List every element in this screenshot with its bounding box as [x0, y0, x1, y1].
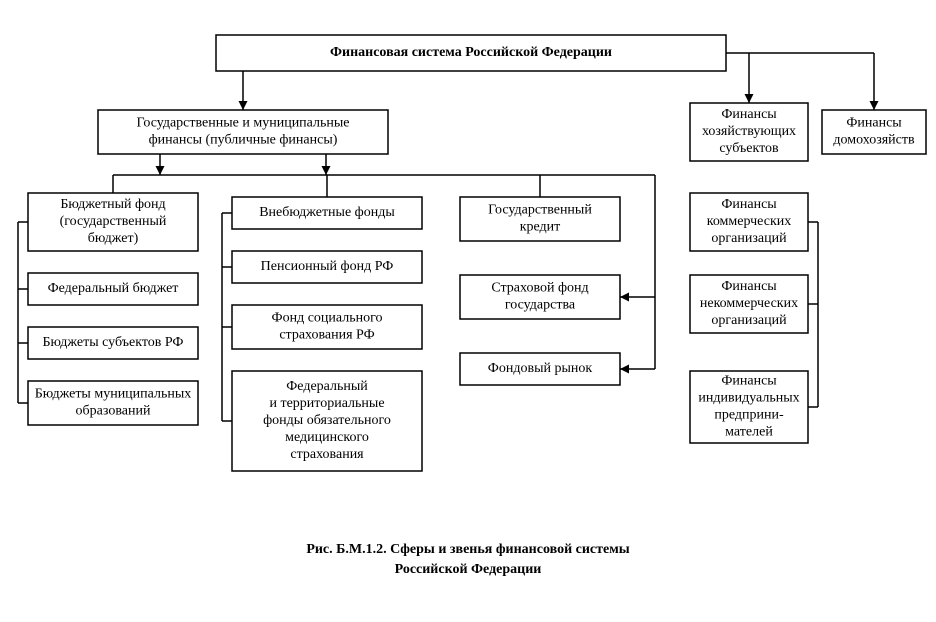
node-subj: Финансы хозяйствующих субъектов [690, 103, 808, 161]
node-house: Финансы домохозяйств [822, 110, 926, 154]
node-fed: Федеральный бюджет [28, 273, 198, 305]
svg-text:Бюджеты субъектов РФ: Бюджеты субъектов РФ [43, 335, 184, 350]
svg-text:индивидуальных: индивидуальных [698, 391, 799, 406]
svg-text:мателей: мателей [725, 425, 773, 440]
svg-text:страхования РФ: страхования РФ [279, 328, 374, 343]
svg-text:финансы (публичные финансы): финансы (публичные финансы) [149, 133, 338, 148]
svg-text:Федеральный: Федеральный [286, 379, 368, 394]
node-med: Федеральный и территориальные фонды обязат… [232, 371, 422, 471]
node-market: Фондовый рынок [460, 353, 620, 385]
node-pension: Пенсионный фонд РФ [232, 251, 422, 283]
svg-text:Финансы: Финансы [721, 279, 777, 294]
svg-text:Бюджетный фонд: Бюджетный фонд [60, 197, 165, 212]
svg-text:страхования: страхования [290, 447, 364, 462]
svg-text:коммерческих: коммерческих [707, 214, 792, 229]
svg-text:медицинского: медицинского [285, 430, 369, 445]
svg-text:(государственный: (государственный [60, 214, 167, 229]
svg-text:организаций: организаций [711, 231, 787, 246]
svg-text:Финансовая система Российской: Финансовая система Российской Федерации [330, 45, 612, 60]
svg-text:Российской Федерации: Российской Федерации [395, 562, 542, 577]
caption: Рис. Б.М.1.2. Сферы и звенья финансовой … [306, 542, 629, 577]
svg-text:Пенсионный фонд РФ: Пенсионный фонд РФ [261, 259, 394, 274]
node-extra: Внебюджетные фонды [232, 197, 422, 229]
svg-text:Рис. Б.М.1.2. Сферы и звенья ф: Рис. Б.М.1.2. Сферы и звенья финансовой … [306, 542, 629, 557]
svg-text:организаций: организаций [711, 313, 787, 328]
node-gov: Государственные и муниципальные финансы (… [98, 110, 388, 154]
svg-text:государства: государства [505, 298, 576, 313]
node-credit: Государственный кредит [460, 197, 620, 241]
svg-text:Страховой фонд: Страховой фонд [491, 281, 588, 296]
svg-text:некоммерческих: некоммерческих [700, 296, 798, 311]
svg-text:Финансы: Финансы [721, 107, 777, 122]
svg-text:субъектов: субъектов [719, 141, 779, 156]
svg-text:кредит: кредит [520, 220, 561, 235]
svg-text:Финансы: Финансы [721, 374, 777, 389]
svg-text:Финансы: Финансы [721, 197, 777, 212]
node-budget: Бюджетный фонд (государственный бюджет) [28, 193, 198, 251]
node-reg: Бюджеты субъектов РФ [28, 327, 198, 359]
svg-text:Фонд социального: Фонд социального [272, 311, 383, 326]
svg-text:домохозяйств: домохозяйств [833, 133, 915, 148]
svg-text:Внебюджетные фонды: Внебюджетные фонды [259, 205, 395, 220]
svg-text:хозяйствующих: хозяйствующих [702, 124, 796, 139]
svg-text:Финансы: Финансы [846, 116, 902, 131]
svg-text:бюджет): бюджет) [88, 231, 139, 246]
node-mun: Бюджеты муниципальных образований [28, 381, 198, 425]
svg-text:Фондовый рынок: Фондовый рынок [488, 361, 593, 376]
node-comm: Финансы коммерческих организаций [690, 193, 808, 251]
svg-text:образований: образований [76, 404, 151, 419]
svg-text:Бюджеты муниципальных: Бюджеты муниципальных [35, 387, 192, 402]
node-social: Фонд социального страхования РФ [232, 305, 422, 349]
node-root: Финансовая система Российской Федерации [216, 35, 726, 71]
svg-text:Федеральный бюджет: Федеральный бюджет [48, 281, 179, 296]
node-insur: Страховой фонд государства [460, 275, 620, 319]
node-noncomm: Финансы некоммерческих организаций [690, 275, 808, 333]
svg-text:Государственный: Государственный [488, 203, 592, 218]
svg-text:предприни-: предприни- [714, 408, 784, 423]
svg-text:фонды обязательного: фонды обязательного [263, 413, 391, 428]
svg-text:Государственные и муниципальны: Государственные и муниципальные [136, 116, 349, 131]
svg-text:и территориальные: и территориальные [269, 396, 384, 411]
node-indiv: Финансы индивидуальных предприни-мателей [690, 371, 808, 443]
